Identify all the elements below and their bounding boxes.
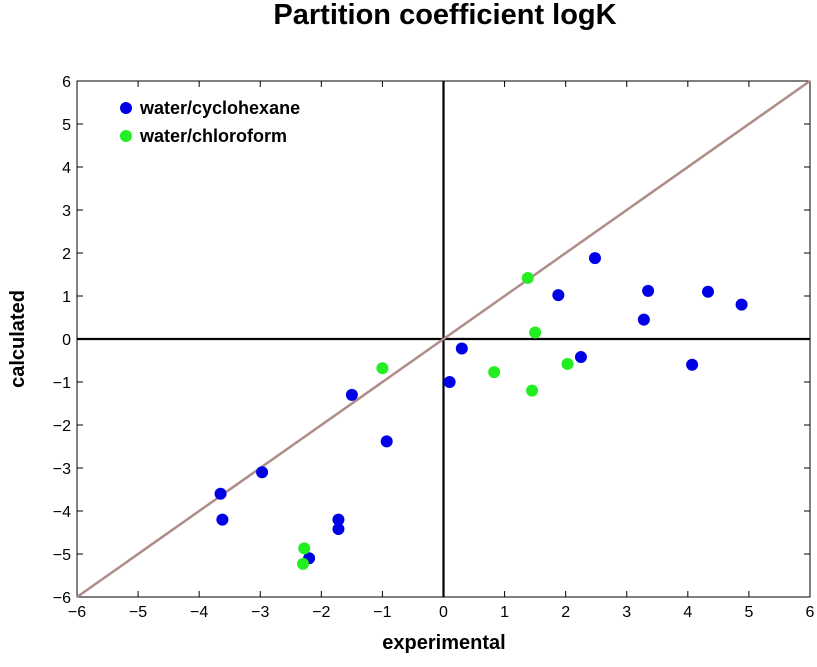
legend-marker [120, 102, 132, 114]
x-tick-label: −2 [312, 604, 330, 621]
data-point-cyclohexane [701, 285, 714, 298]
x-tick-label: −1 [373, 604, 391, 621]
data-point-cyclohexane [552, 289, 565, 302]
data-point-cyclohexane [735, 298, 748, 311]
data-point-cyclohexane [214, 487, 227, 500]
data-point-cyclohexane [686, 358, 699, 371]
y-tick-label: 0 [62, 332, 71, 349]
x-tick-label: 5 [744, 604, 753, 621]
data-point-cyclohexane [588, 252, 601, 265]
x-tick-label: −6 [68, 604, 86, 621]
legend-entry-label: water/cyclohexane [139, 98, 300, 118]
y-tick-label: 3 [62, 203, 71, 220]
data-point-chloroform [376, 362, 389, 375]
data-point-cyclohexane [642, 284, 655, 297]
legend-entry-label: water/chloroform [139, 126, 287, 146]
data-point-cyclohexane [332, 513, 345, 526]
data-point-chloroform [297, 557, 310, 570]
data-point-cyclohexane [380, 435, 393, 448]
x-tick-label: 6 [806, 604, 815, 621]
x-tick-label: −4 [190, 604, 208, 621]
data-point-cyclohexane [256, 466, 269, 479]
data-point-chloroform [488, 366, 501, 379]
y-tick-label: −4 [53, 504, 71, 521]
data-point-chloroform [521, 271, 534, 284]
y-tick-label: −2 [53, 418, 71, 435]
x-tick-label: −3 [251, 604, 269, 621]
data-point-cyclohexane [332, 523, 345, 536]
y-tick-label: 2 [62, 246, 71, 263]
chart-title: Partition coefficient logK [273, 0, 616, 31]
data-point-cyclohexane [345, 388, 358, 401]
y-tick-label: −1 [53, 375, 71, 392]
y-tick-label: 1 [62, 289, 71, 306]
y-tick-label: 5 [62, 117, 71, 134]
data-point-chloroform [561, 357, 574, 370]
x-tick-label: −5 [129, 604, 147, 621]
plot-area: −6 −5 −4 −3 −2 −1 0 1 2 3 4 5 6 −6 −5 −4 −3 −2 −1 0 1 2 3 4 5 6 [53, 74, 815, 621]
y-tick-label: 6 [62, 74, 71, 91]
y-tick-label: 4 [62, 160, 71, 177]
data-point-chloroform [529, 326, 542, 339]
x-tick-label: 2 [561, 604, 570, 621]
data-point-chloroform [298, 542, 311, 555]
data-point-cyclohexane [574, 351, 587, 364]
y-tick-label: −6 [53, 590, 71, 607]
data-point-cyclohexane [637, 313, 650, 326]
data-point-chloroform [526, 384, 539, 397]
y-axis-label: calculated [7, 290, 29, 388]
legend: water/cyclohexane water/chloroform [120, 98, 300, 146]
x-tick-label: 0 [439, 604, 448, 621]
reference-line-y-equals-x [76, 79, 811, 599]
x-tick-label: 4 [683, 604, 692, 621]
legend-marker [120, 130, 132, 142]
y-tick-label: −3 [53, 461, 71, 478]
x-axis-label: experimental [382, 632, 505, 654]
x-tick-label: 1 [500, 604, 509, 621]
x-tick-label: 3 [622, 604, 631, 621]
data-point-cyclohexane [443, 376, 456, 388]
y-tick-label: −5 [53, 547, 71, 564]
data-point-cyclohexane [455, 342, 468, 355]
data-point-cyclohexane [216, 513, 229, 526]
